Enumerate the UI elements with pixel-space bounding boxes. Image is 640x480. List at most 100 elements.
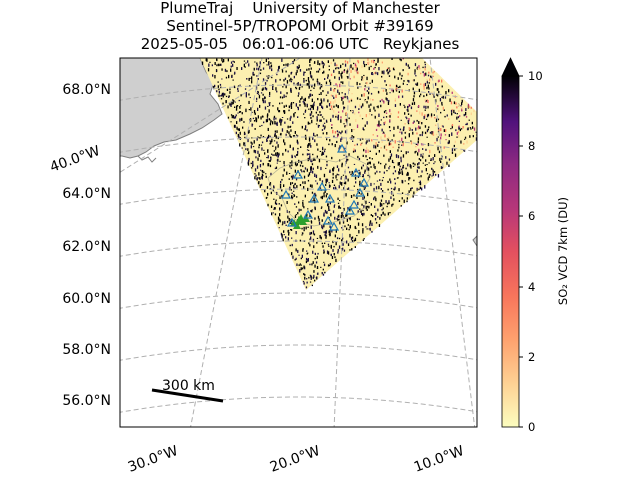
swath-pixel	[281, 178, 283, 181]
swath-pixel	[432, 157, 434, 161]
swath-pixel	[352, 67, 354, 70]
swath-pixel	[315, 123, 318, 125]
swath-pixel	[432, 132, 434, 136]
swath-pixel	[306, 149, 309, 151]
swath-pixel	[342, 96, 344, 100]
swath-pixel	[276, 73, 278, 76]
swath-pixel	[269, 140, 271, 142]
swath-pixel	[384, 146, 387, 150]
swath-pixel	[319, 177, 321, 181]
swath-pixel	[304, 71, 306, 73]
swath-pixel	[369, 82, 371, 84]
swath-pixel	[309, 274, 312, 276]
swath-pixel	[429, 173, 431, 176]
swath-pixel	[430, 159, 432, 161]
swath-pixel	[334, 88, 336, 90]
swath-pixel	[451, 91, 453, 94]
swath-pixel	[441, 101, 443, 105]
swath-pixel	[398, 144, 400, 146]
swath-pixel	[329, 82, 332, 86]
swath-pixel	[373, 59, 375, 62]
swath-pixel	[319, 82, 321, 86]
swath-pixel	[338, 245, 341, 249]
swath-pixel	[230, 61, 233, 64]
swath-pixel	[430, 116, 433, 118]
swath-pixel	[413, 179, 415, 182]
swath-pixel	[317, 114, 319, 116]
swath-pixel	[407, 113, 410, 115]
swath-pixel	[459, 128, 461, 132]
swath-pixel	[304, 111, 306, 113]
swath-pixel	[358, 111, 360, 114]
swath-pixel	[432, 131, 434, 133]
swath-pixel	[297, 147, 299, 150]
swath-pixel	[317, 165, 319, 169]
swath-pixel	[464, 136, 467, 139]
swath-pixel	[363, 148, 365, 152]
swath-pixel	[319, 150, 321, 152]
swath-pixel	[457, 104, 460, 107]
swath-pixel	[240, 105, 242, 107]
swath-pixel	[342, 243, 344, 246]
swath-pixel	[389, 156, 392, 160]
swath-pixel	[230, 65, 232, 68]
swath-pixel	[350, 110, 352, 112]
swath-pixel	[267, 163, 270, 167]
swath-pixel	[297, 95, 299, 97]
swath-pixel	[422, 162, 424, 164]
station-marker	[302, 209, 314, 219]
swath-pixel	[239, 111, 242, 113]
swath-pixel	[260, 144, 263, 146]
swath-pixel	[351, 170, 353, 174]
swath-pixel	[377, 216, 379, 218]
swath-pixel	[285, 104, 287, 107]
swath-pixel	[325, 81, 328, 85]
swath-pixel	[260, 116, 262, 120]
swath-pixel	[398, 95, 400, 99]
swath-pixel	[419, 126, 421, 130]
swath-pixel	[306, 129, 308, 132]
swath-pixel	[423, 86, 425, 90]
station-marker	[348, 199, 360, 209]
swath-pixel	[392, 172, 394, 175]
swath-pixel	[291, 176, 294, 180]
swath-pixel	[271, 153, 273, 155]
swath-pixel	[311, 75, 313, 79]
swath-pixel	[293, 194, 296, 197]
swath-pixel	[440, 125, 443, 127]
swath-pixel	[310, 231, 312, 235]
swath-pixel	[351, 240, 354, 243]
swath-pixel	[330, 73, 333, 77]
swath-pixel	[317, 81, 319, 85]
swath-pixel	[295, 248, 297, 252]
swath-pixel	[291, 192, 293, 195]
swath-pixel	[391, 88, 393, 92]
swath-pixel	[419, 180, 421, 184]
swath-pixel	[374, 172, 376, 175]
swath-pixel	[371, 139, 373, 142]
swath-pixel	[308, 201, 310, 203]
swath-pixel	[344, 147, 346, 149]
station-marker	[322, 215, 334, 225]
swath-pixel	[399, 165, 401, 168]
swath-pixel	[219, 83, 222, 86]
swath-pixel	[331, 179, 334, 183]
swath-pixel	[248, 109, 250, 111]
swath-pixel	[286, 80, 289, 84]
swath-pixel	[437, 107, 440, 111]
swath-pixel	[407, 79, 409, 82]
swath-pixel	[361, 65, 363, 68]
swath-pixel	[256, 138, 258, 141]
swath-pixel	[300, 169, 302, 171]
swath-pixel	[388, 99, 390, 103]
swath-pixel	[292, 197, 294, 199]
station-marker	[280, 189, 292, 199]
swath-pixel	[399, 58, 401, 61]
swath-pixel	[270, 140, 272, 144]
swath-pixel	[309, 232, 311, 236]
swath-pixel	[252, 117, 255, 120]
swath-pixel	[441, 96, 443, 98]
swath-pixel	[321, 242, 323, 245]
swath-pixel	[414, 151, 416, 154]
swath-pixel	[408, 190, 410, 193]
